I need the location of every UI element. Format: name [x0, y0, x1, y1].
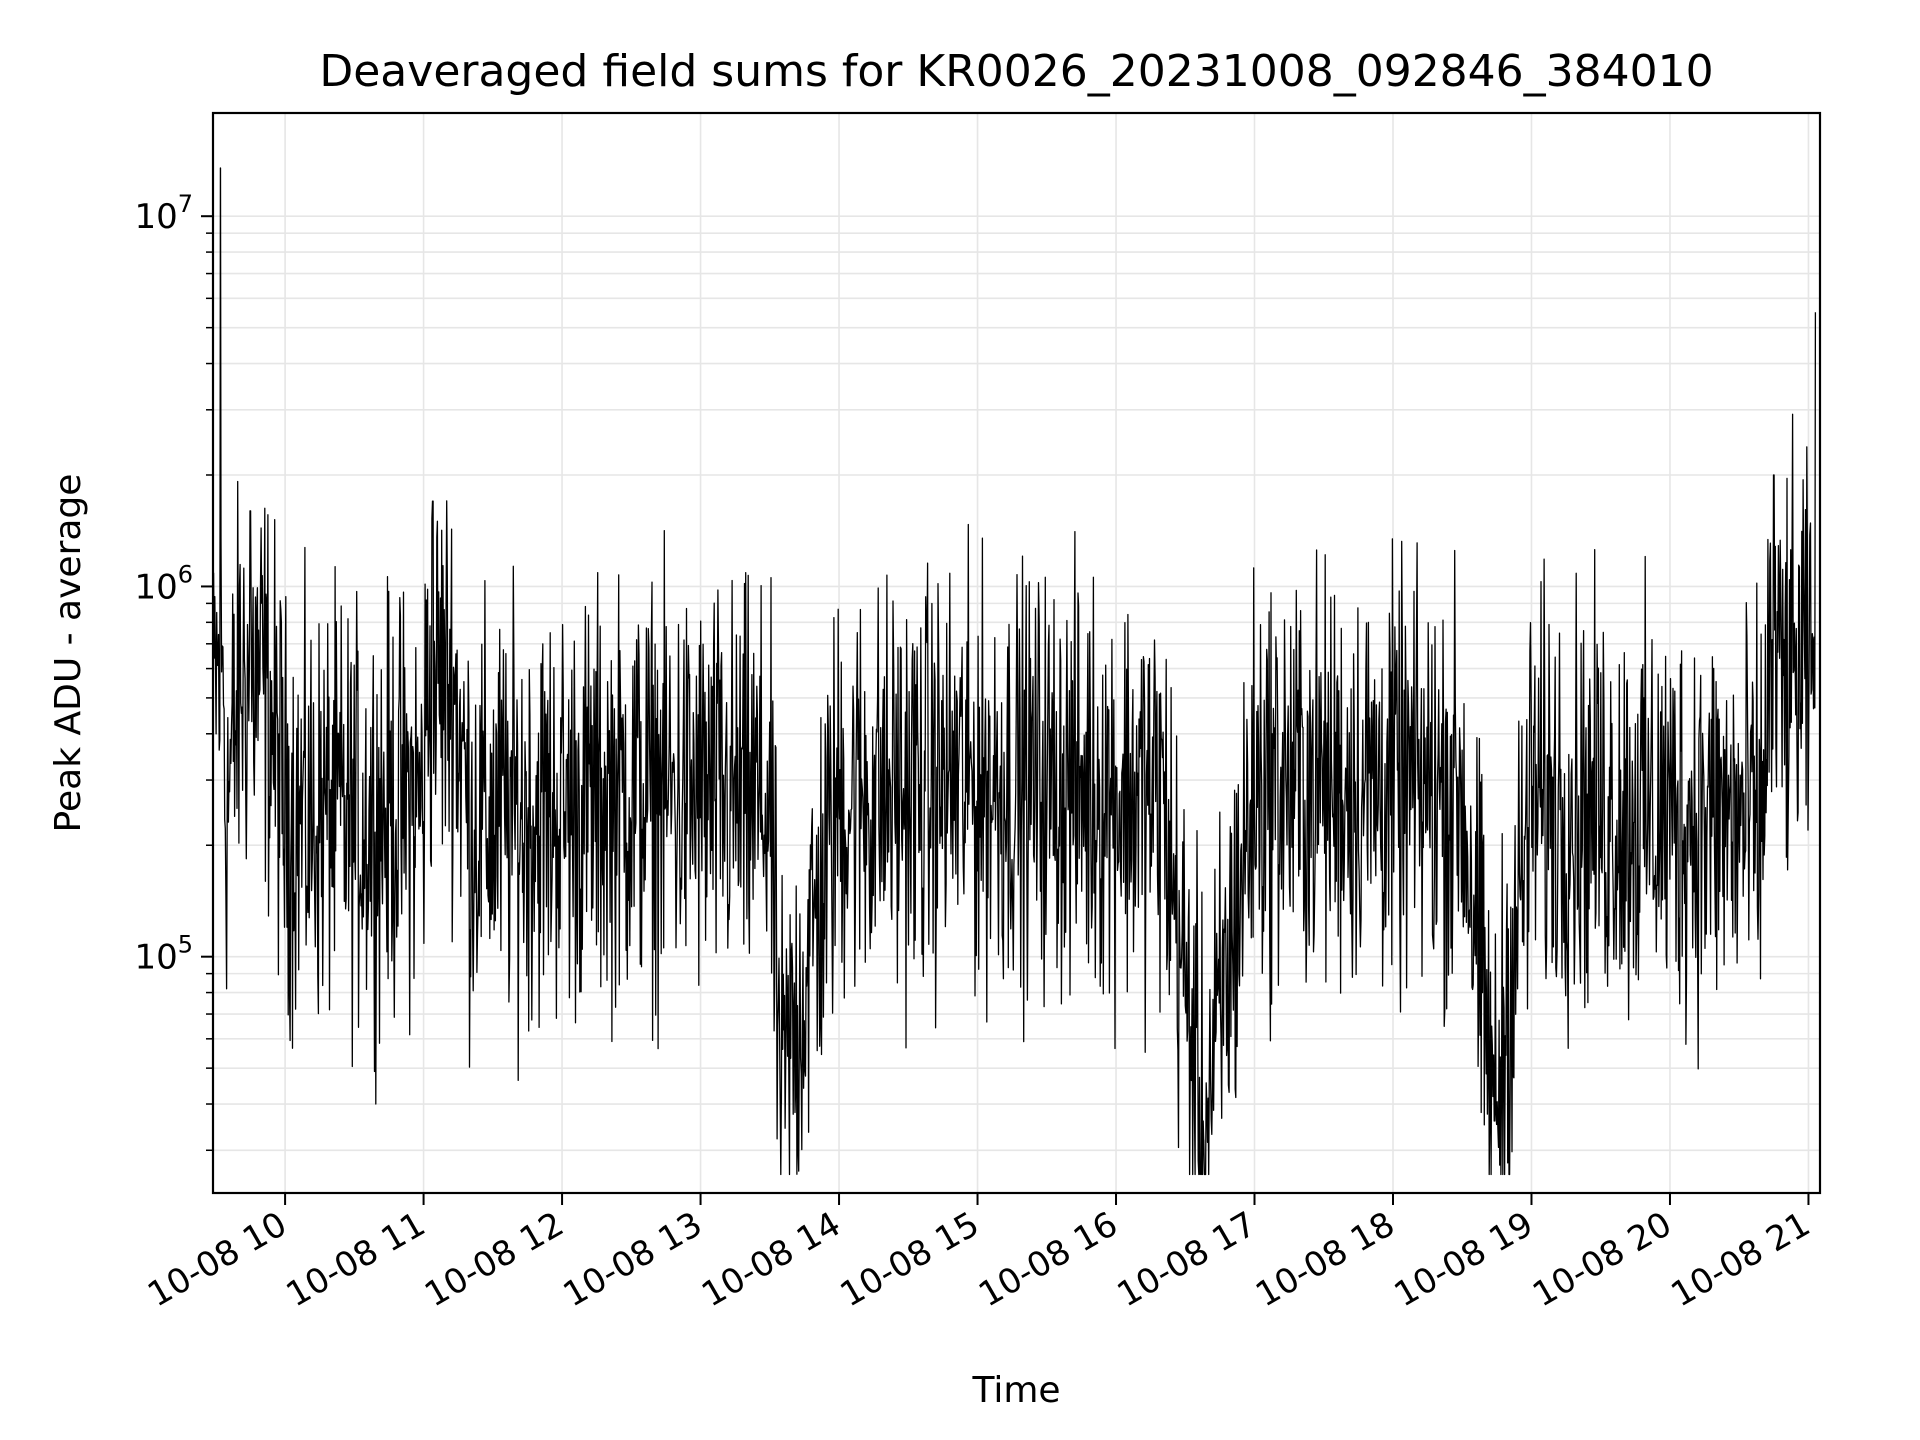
y-tick-label: 105	[134, 931, 193, 978]
chart-title: Deaveraged field sums for KR0026_2023100…	[319, 46, 1713, 97]
y-axis-label: Peak ADU - average	[48, 474, 89, 833]
plot-area-frame	[211, 111, 1822, 1195]
y-tick-label: 107	[134, 190, 193, 237]
x-axis-label: Time	[971, 1370, 1060, 1411]
series-line	[212, 167, 1817, 1176]
data-series	[212, 167, 1817, 1176]
y-tick-label: 106	[134, 560, 193, 607]
